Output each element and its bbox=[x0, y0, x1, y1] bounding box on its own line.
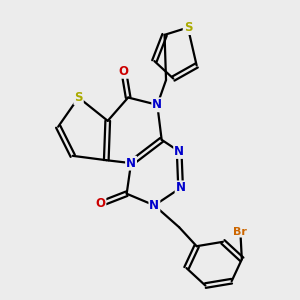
Text: S: S bbox=[184, 21, 192, 34]
Text: N: N bbox=[176, 182, 186, 194]
Text: O: O bbox=[95, 197, 105, 210]
Text: N: N bbox=[152, 98, 162, 111]
Text: Br: Br bbox=[233, 226, 247, 237]
Text: N: N bbox=[126, 157, 136, 169]
Text: N: N bbox=[149, 199, 159, 212]
Text: S: S bbox=[74, 91, 83, 104]
Text: O: O bbox=[119, 65, 129, 78]
Text: N: N bbox=[174, 145, 184, 158]
